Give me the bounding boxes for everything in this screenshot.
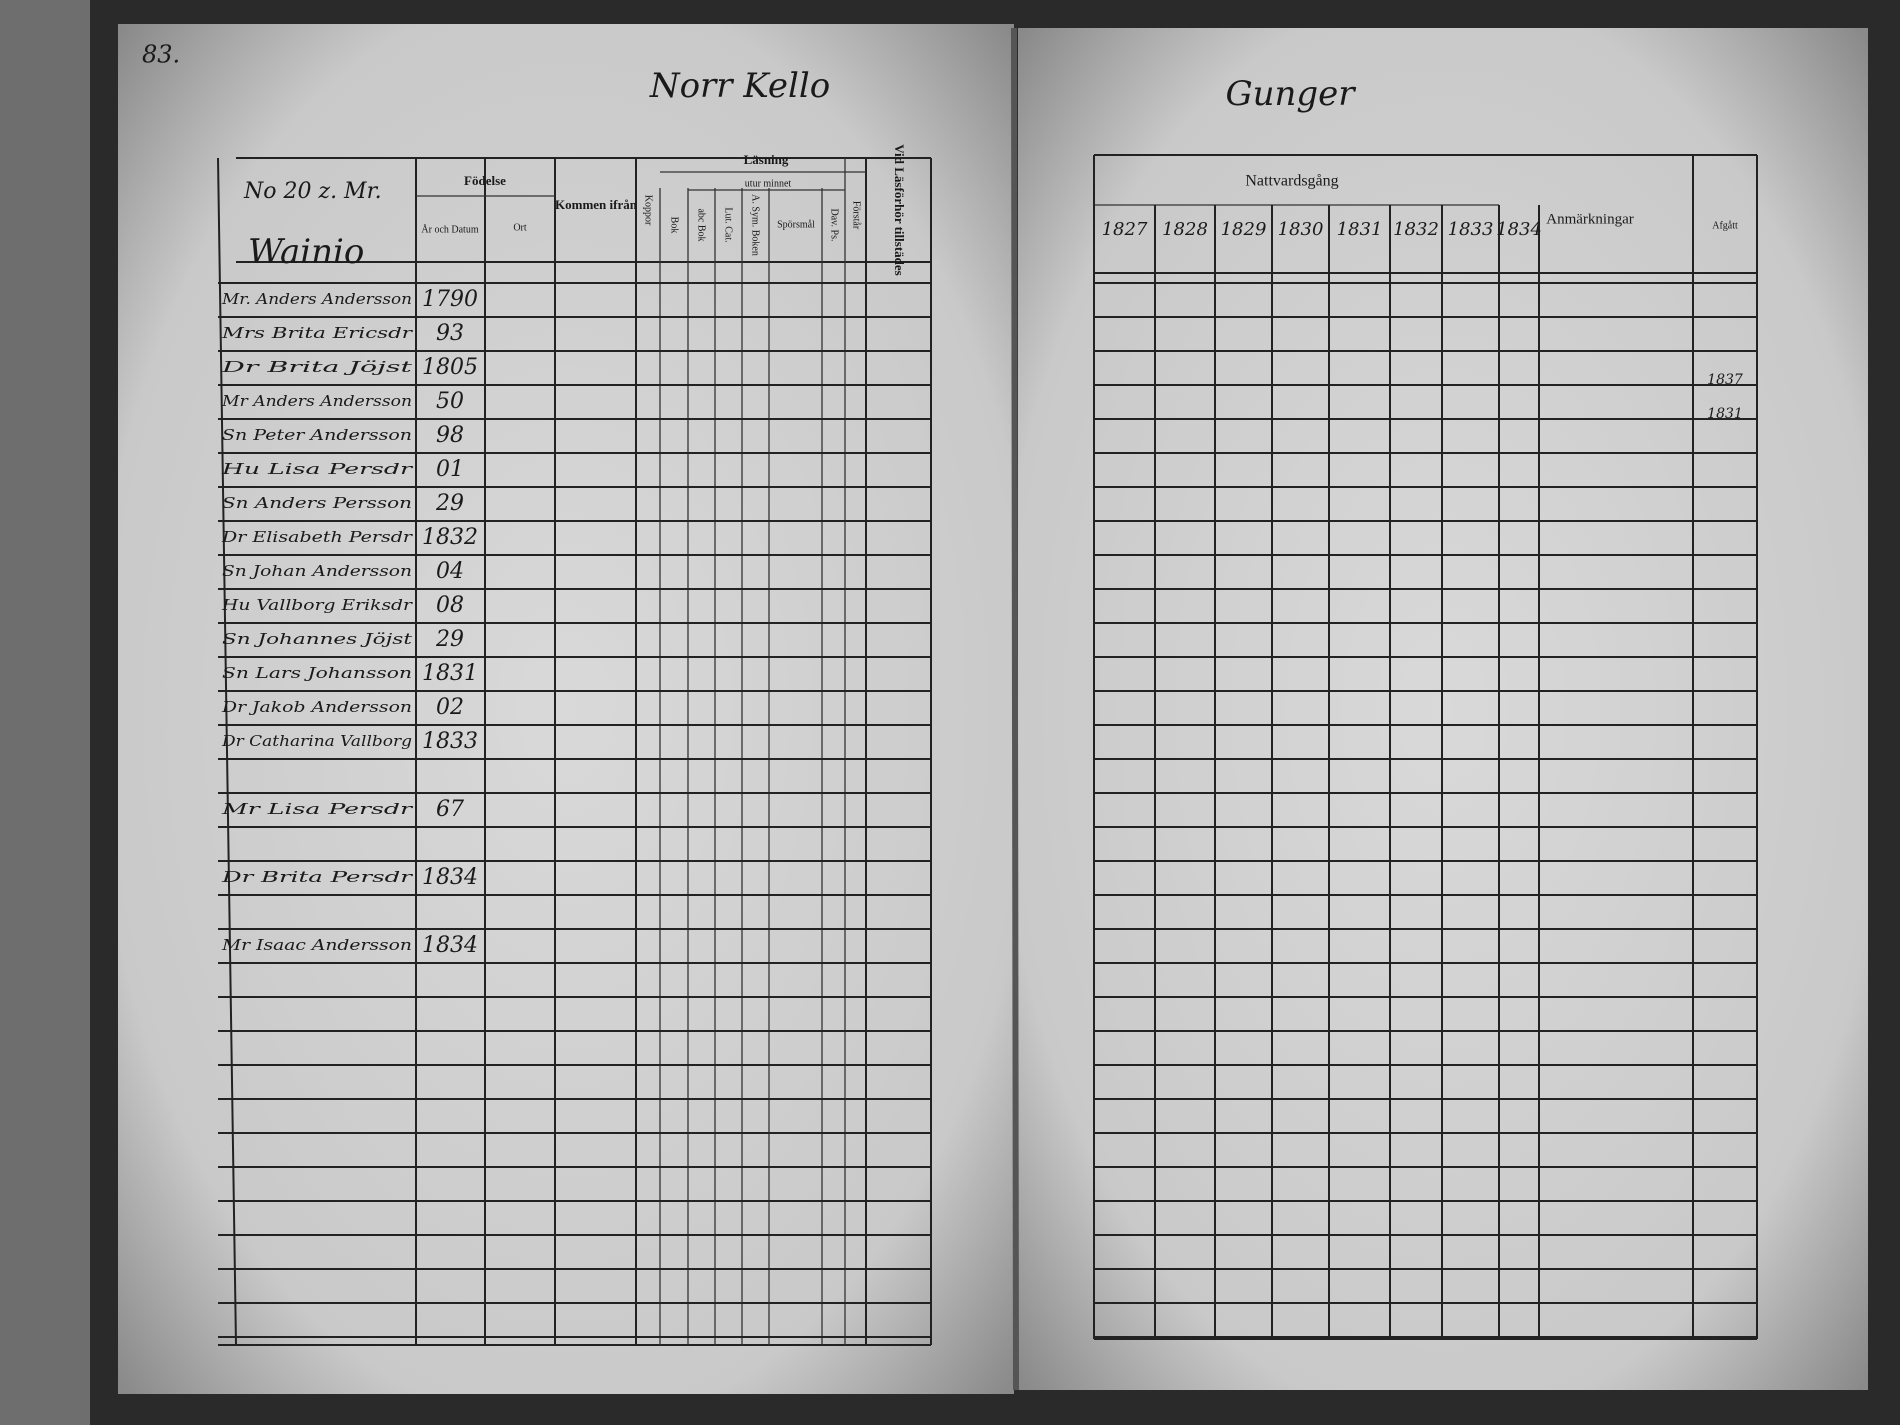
birth-year: 1834	[422, 933, 478, 958]
header: Födelse	[464, 173, 506, 188]
person-name: Dr Jakob Andersson	[221, 698, 412, 716]
person-name: Mrs Brita Ericsdr	[221, 324, 414, 342]
year-header: 1829	[1221, 219, 1267, 240]
birth-year: 98	[436, 423, 464, 448]
person-name: Hu Lisa Persdr	[220, 460, 413, 478]
departure-note: 1831	[1707, 406, 1743, 422]
household-name: Wainio	[248, 232, 364, 272]
birth-year: 93	[436, 321, 464, 346]
year-header: 1828	[1162, 219, 1208, 240]
person-name: Hu Vallborg Eriksdr	[221, 596, 413, 614]
header: Koppor	[643, 195, 654, 226]
year-header: 1834	[1496, 219, 1542, 240]
header: Lut. Cat.	[723, 207, 734, 242]
birth-year: 50	[436, 389, 464, 414]
header: År och Datum	[421, 223, 478, 235]
birth-year: 01	[436, 457, 464, 482]
spine	[1011, 27, 1019, 1391]
header: Afgått	[1712, 220, 1738, 231]
header: abc Bok	[696, 208, 707, 241]
header: Kommen ifrån	[555, 197, 638, 212]
header: Nattvardsgång	[1245, 173, 1338, 190]
year-header: 1830	[1278, 219, 1324, 240]
left-page	[118, 24, 1014, 1394]
page-number: 83.	[142, 41, 180, 69]
header: utur minnet	[745, 178, 792, 189]
year-header: 1827	[1102, 219, 1148, 240]
header: Förstår	[851, 201, 862, 230]
birth-year: 67	[436, 797, 464, 822]
person-name: Sn Johannes Jöjst	[222, 630, 413, 648]
birth-year: 08	[436, 593, 464, 618]
person-name: Dr Brita Jöjst	[220, 358, 414, 376]
grid	[217, 154, 1758, 1346]
household-number: No 20 z. Mr.	[243, 179, 382, 204]
header: Anmärkningar	[1546, 211, 1633, 227]
birth-year: 1832	[422, 525, 478, 550]
header: Bok	[669, 217, 680, 234]
header: Läsning	[744, 152, 789, 167]
person-name: Mr. Anders Andersson	[221, 290, 412, 308]
birth-year: 1834	[422, 865, 478, 890]
left-heading: Norr Kello	[649, 66, 830, 106]
birth-year: 04	[436, 559, 464, 584]
person-name: Sn Johan Andersson	[222, 562, 412, 580]
person-name: Sn Peter Andersson	[222, 426, 412, 444]
person-name: Mr Lisa Persdr	[220, 800, 413, 818]
header: Dav. Ps.	[829, 209, 840, 242]
person-name: Mr Isaac Andersson	[221, 936, 412, 954]
birth-year: 1833	[422, 729, 478, 754]
person-name: Dr Catharina Vallborg	[221, 732, 412, 750]
person-name: Sn Anders Persson	[222, 494, 412, 512]
year-header: 1832	[1393, 219, 1439, 240]
right-heading: Gunger	[1225, 74, 1356, 114]
year-header: 1833	[1448, 219, 1494, 240]
departure-note: 1837	[1707, 372, 1743, 388]
person-name: Dr Elisabeth Persdr	[221, 528, 413, 546]
rule	[217, 157, 237, 1346]
birth-year: 29	[435, 627, 464, 652]
birth-year: 1790	[422, 287, 478, 312]
birth-year: 02	[436, 695, 464, 720]
person-name: Dr Brita Persdr	[220, 868, 413, 886]
birth-year: 29	[435, 491, 464, 516]
header: Vid Läsförhör tillstädes	[892, 144, 907, 275]
person-name: Sn Lars Johansson	[222, 664, 412, 682]
birth-year: 1831	[422, 661, 478, 686]
header: A. Sym. Boken	[750, 194, 761, 256]
header: Ort	[513, 222, 527, 233]
birth-year: 1805	[422, 355, 478, 380]
frame-left	[0, 0, 90, 1425]
header: Spörsmål	[777, 219, 815, 230]
person-name: Mr Anders Andersson	[221, 392, 412, 410]
year-header: 1831	[1337, 219, 1383, 240]
